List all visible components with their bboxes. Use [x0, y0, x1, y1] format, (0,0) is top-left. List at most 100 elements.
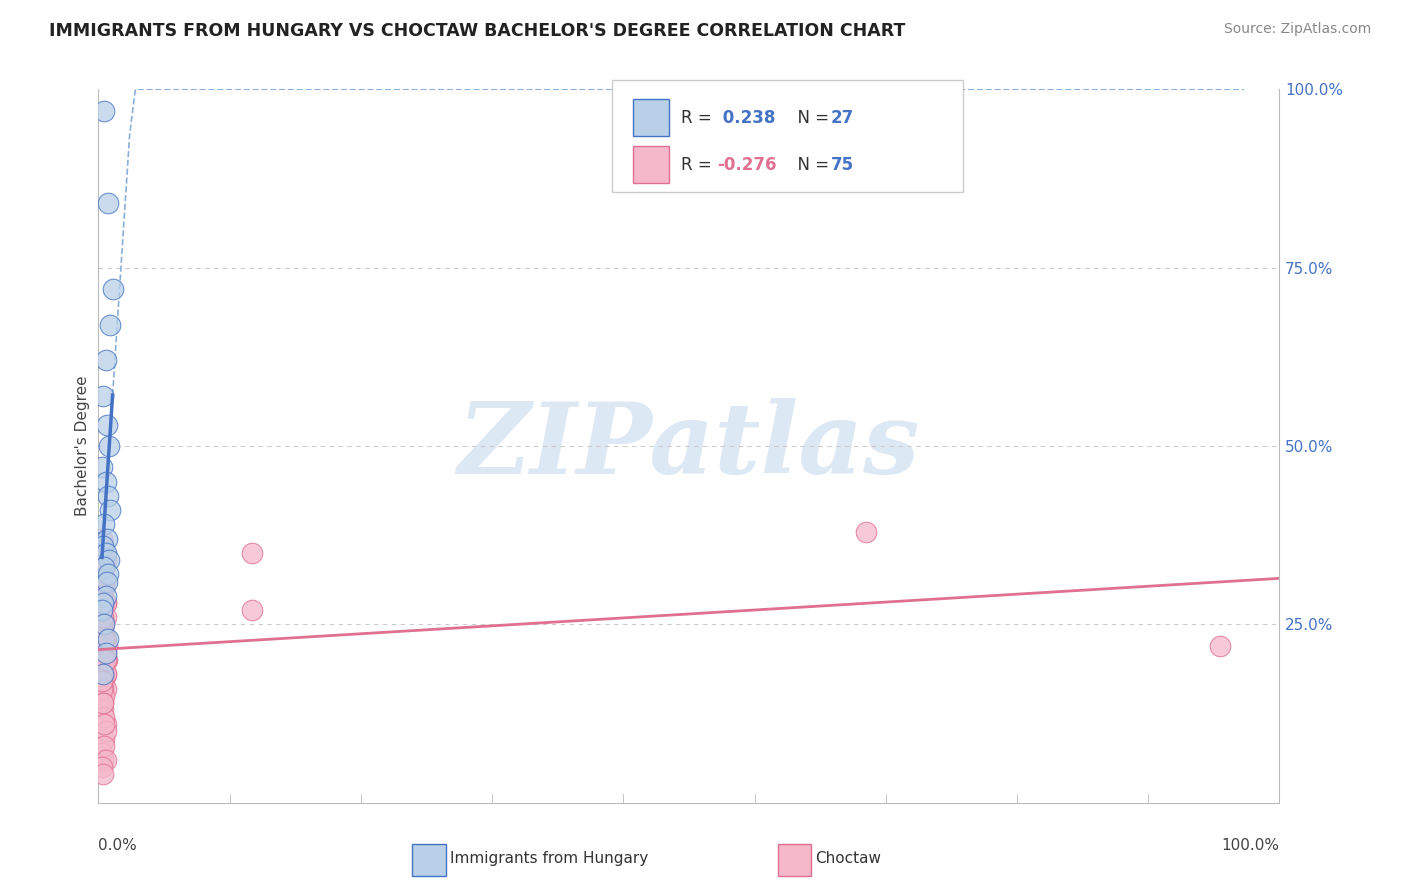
- Point: [94, 596, 117, 610]
- Point: [93, 674, 115, 689]
- Text: 75: 75: [831, 156, 853, 174]
- Point: [94, 646, 117, 660]
- Point: [91, 674, 114, 689]
- Point: [93, 731, 115, 746]
- Point: [91, 681, 114, 696]
- Point: [94, 681, 117, 696]
- Point: [93, 617, 115, 632]
- Text: IMMIGRANTS FROM HUNGARY VS CHOCTAW BACHELOR'S DEGREE CORRELATION CHART: IMMIGRANTS FROM HUNGARY VS CHOCTAW BACHE…: [49, 22, 905, 40]
- Point: [91, 539, 114, 553]
- Point: [91, 596, 114, 610]
- Point: [94, 596, 117, 610]
- Point: [91, 681, 114, 696]
- Point: [855, 524, 877, 539]
- Y-axis label: Bachelor's Degree: Bachelor's Degree: [75, 376, 90, 516]
- Point: [91, 667, 114, 681]
- Point: [91, 624, 114, 639]
- Point: [91, 567, 114, 582]
- Point: [240, 603, 263, 617]
- Text: Immigrants from Hungary: Immigrants from Hungary: [450, 851, 648, 865]
- Point: [91, 603, 114, 617]
- Point: [93, 103, 115, 118]
- Point: [98, 553, 121, 567]
- Point: [93, 574, 115, 589]
- Text: -0.276: -0.276: [717, 156, 776, 174]
- Point: [94, 553, 117, 567]
- Point: [94, 753, 117, 767]
- Point: [96, 653, 118, 667]
- Point: [91, 639, 114, 653]
- Point: [94, 653, 117, 667]
- Point: [91, 589, 114, 603]
- Point: [94, 589, 117, 603]
- Point: [93, 596, 115, 610]
- Point: [91, 767, 114, 781]
- Point: [91, 624, 114, 639]
- Point: [93, 689, 115, 703]
- Point: [91, 624, 114, 639]
- Point: [91, 567, 114, 582]
- Point: [94, 632, 117, 646]
- Point: [91, 610, 114, 624]
- Point: [94, 610, 117, 624]
- Text: N =: N =: [787, 109, 835, 127]
- Point: [93, 667, 115, 681]
- Point: [94, 653, 117, 667]
- Point: [96, 639, 118, 653]
- Point: [91, 460, 114, 475]
- Point: [91, 610, 114, 624]
- Text: 100.0%: 100.0%: [1222, 838, 1279, 854]
- Point: [91, 639, 114, 653]
- Point: [93, 632, 115, 646]
- Point: [91, 696, 114, 710]
- Point: [94, 353, 117, 368]
- Point: [94, 646, 117, 660]
- Point: [94, 667, 117, 681]
- Point: [97, 489, 120, 503]
- Point: [91, 660, 114, 674]
- Point: [91, 610, 114, 624]
- Point: [93, 560, 115, 574]
- Text: 0.238: 0.238: [717, 109, 776, 127]
- Point: [240, 546, 263, 560]
- Point: [93, 717, 115, 731]
- Text: 27: 27: [831, 109, 855, 127]
- Point: [96, 532, 118, 546]
- Point: [91, 674, 114, 689]
- Point: [97, 196, 120, 211]
- Point: [93, 517, 115, 532]
- Point: [1209, 639, 1232, 653]
- Point: [94, 475, 117, 489]
- Point: [91, 660, 114, 674]
- Point: [94, 667, 117, 681]
- Point: [98, 439, 121, 453]
- Point: [91, 546, 114, 560]
- Point: [91, 746, 114, 760]
- Point: [91, 582, 114, 596]
- Text: Choctaw: Choctaw: [815, 851, 882, 865]
- Text: Source: ZipAtlas.com: Source: ZipAtlas.com: [1223, 22, 1371, 37]
- Point: [93, 646, 115, 660]
- Point: [91, 389, 114, 403]
- Text: N =: N =: [787, 156, 835, 174]
- Point: [91, 667, 114, 681]
- Point: [91, 553, 114, 567]
- Point: [91, 696, 114, 710]
- Point: [91, 532, 114, 546]
- Text: 0.0%: 0.0%: [98, 838, 138, 854]
- Point: [94, 546, 117, 560]
- Point: [91, 539, 114, 553]
- Point: [93, 710, 115, 724]
- Point: [91, 753, 114, 767]
- Point: [96, 417, 118, 432]
- Text: R =: R =: [681, 156, 717, 174]
- Point: [91, 603, 114, 617]
- Point: [93, 617, 115, 632]
- Point: [96, 574, 118, 589]
- Point: [93, 582, 115, 596]
- Point: [94, 724, 117, 739]
- Text: ZIPatlas: ZIPatlas: [458, 398, 920, 494]
- Point: [98, 318, 121, 332]
- Point: [91, 696, 114, 710]
- Point: [93, 560, 115, 574]
